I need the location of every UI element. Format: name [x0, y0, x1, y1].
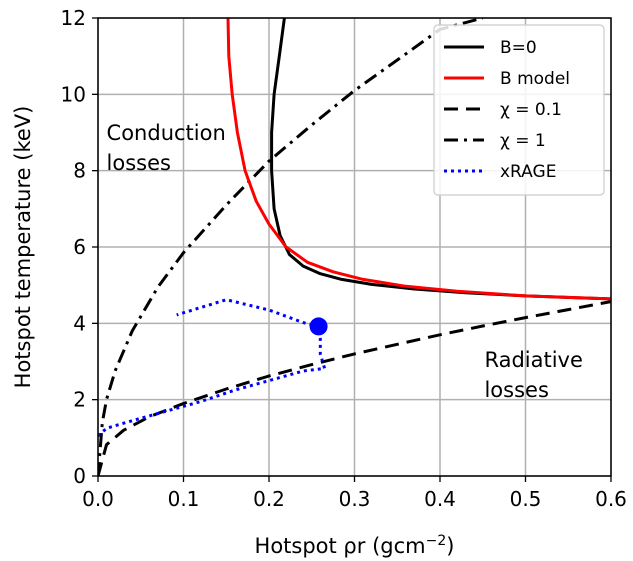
legend-label: χ = 0.1 [500, 100, 562, 120]
x-tick-label: 0.4 [424, 487, 456, 511]
ticks: 0.0 0.1 0.2 0.3 0.4 0.5 0.6 0 2 4 6 8 10 12 [61, 6, 627, 511]
x-tick-label: 0.2 [253, 487, 285, 511]
y-tick-label: 2 [73, 388, 86, 412]
annotation-1: Radiative losses [484, 348, 582, 402]
x-tick-label: 0.3 [339, 487, 371, 511]
y-tick-label: 10 [61, 82, 86, 106]
legend-label: B=0 [500, 38, 537, 58]
x-tick-label: 0.5 [510, 487, 542, 511]
y-tick-label: 8 [73, 159, 86, 183]
legend-label: χ = 1 [500, 131, 546, 151]
annotation-line: Conduction [107, 121, 226, 145]
series-layer [98, 18, 611, 476]
y-tick-label: 6 [73, 235, 86, 259]
legend-box [433, 24, 605, 196]
annotation-line: losses [107, 151, 171, 175]
annotation-line: losses [484, 378, 548, 402]
annotation-0: Conduction losses [107, 121, 226, 175]
series-line-1 [226, 18, 611, 301]
y-tick-label: 12 [61, 6, 86, 30]
x-tick-label: 0.6 [595, 487, 627, 511]
x-axis-label-close: ) [446, 534, 454, 558]
x-tick-label: 0.0 [82, 487, 114, 511]
x-axis-label-superscript: −2 [426, 533, 447, 549]
x-axis-label: Hotspot ρr (gcm−2) [255, 533, 455, 558]
legend-label: B model [500, 69, 570, 89]
annotations: Conduction losses Radiative losses [107, 121, 583, 402]
y-axis-label: Hotspot temperature (keV) [11, 106, 35, 389]
series-line-3 [98, 18, 484, 476]
legend-label: xRAGE [500, 162, 556, 182]
x-axis-label-text: Hotspot ρr (gcm [255, 534, 426, 558]
annotation-line: Radiative [484, 348, 582, 372]
x-tick-label: 0.1 [168, 487, 200, 511]
y-tick-label: 4 [73, 311, 86, 335]
y-tick-label: 0 [73, 464, 86, 488]
legend: B=0 B model χ = 0.1 χ = 1 xRAGE [433, 24, 605, 196]
series-line-4 [98, 298, 327, 438]
series-line-2 [98, 300, 611, 476]
xrage-endpoint-marker [309, 317, 328, 336]
